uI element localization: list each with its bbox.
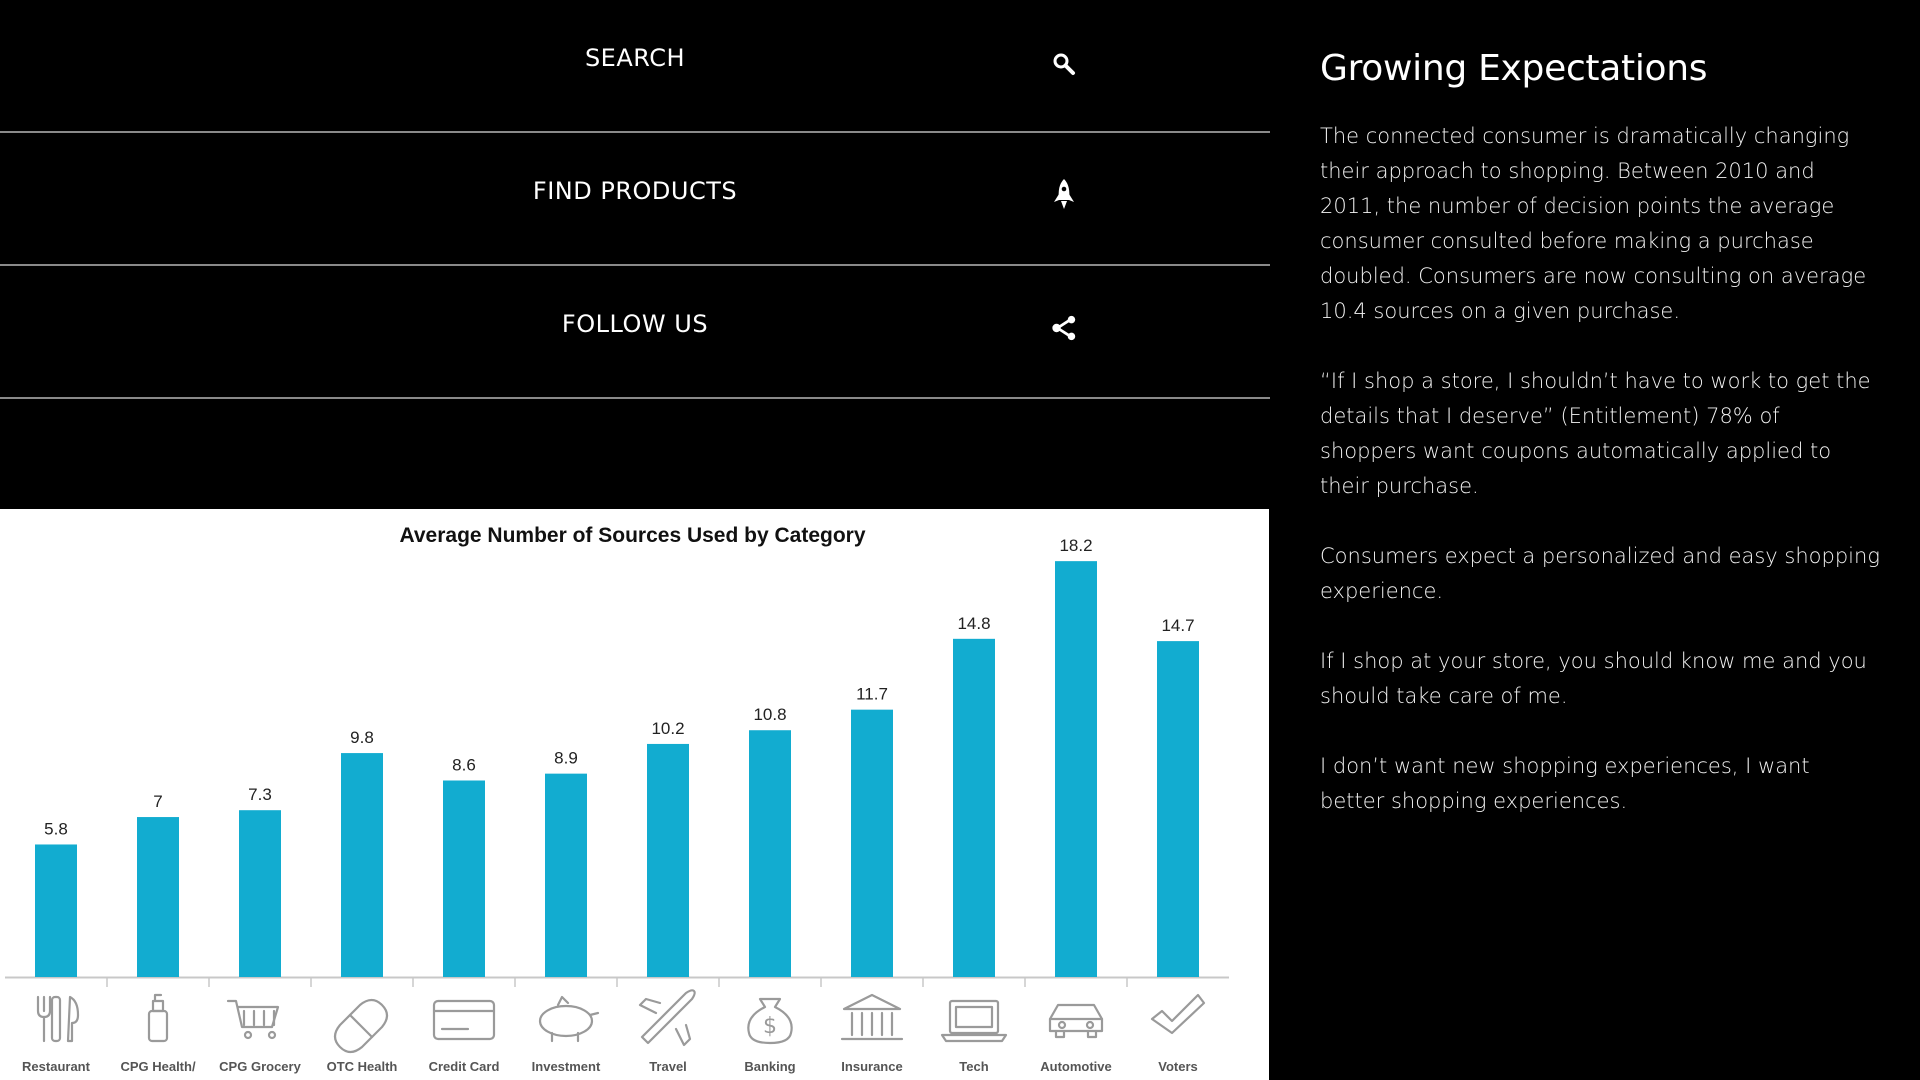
chart-category-label: Insurance: [841, 1059, 902, 1074]
chart-category-label: CPG Health/: [120, 1059, 196, 1074]
chart-bar: [953, 638, 995, 977]
chart-category-label: Tech: [959, 1059, 988, 1074]
chart-bar: [239, 810, 281, 977]
car-icon: [1048, 1003, 1104, 1039]
airplane-icon: [638, 989, 696, 1047]
article-paragraph-5: I don’t want new shopping experiences, I…: [1320, 754, 1810, 813]
checkmark-icon: [1150, 993, 1206, 1035]
fork-knife-icon: [36, 995, 80, 1043]
chart-value-label: 7: [153, 792, 162, 811]
pill-icon: [333, 998, 389, 1054]
nav-search-item[interactable]: SEARCH: [0, 0, 1270, 133]
chart-bar: [35, 844, 77, 977]
chart-value-label: 8.6: [452, 755, 476, 774]
article-paragraph-4: If I shop at your store, you should know…: [1320, 649, 1867, 708]
chart-value-label: 14.8: [957, 614, 990, 633]
share-icon: [1050, 312, 1078, 344]
chart-category-label: Credit Card: [429, 1059, 500, 1074]
chart-value-label: 8.9: [554, 749, 578, 768]
chart-value-label: 5.8: [44, 819, 68, 838]
credit-card-icon: [432, 999, 496, 1041]
article-paragraph-1: The connected consumer is dramatically c…: [1320, 124, 1867, 323]
chart-category-label: Travel: [649, 1059, 687, 1074]
nav-follow-us-item[interactable]: FOLLOW US: [0, 266, 1270, 399]
chart-bar: [1055, 561, 1097, 977]
chart-title: Average Number of Sources Used by Catego…: [399, 524, 865, 547]
chart-value-label: 10.8: [753, 705, 786, 724]
article-title: Growing Expectations: [1320, 48, 1708, 89]
chart-category-label: Beauty: [136, 1077, 180, 1080]
chart-bar: [851, 709, 893, 977]
left-panel: SEARCH FIND PRODUCTS FOLLOW US: [0, 0, 1270, 1080]
article-paragraph-2: “If I shop a store, I shouldn’t have to …: [1320, 369, 1871, 498]
nav-find-products-item[interactable]: FIND PRODUCTS: [0, 133, 1270, 266]
svg-text:$: $: [763, 1014, 777, 1039]
bar-chart-panel: Average Number of Sources Used by Catego…: [0, 509, 1269, 1080]
rocket-icon: [1050, 179, 1078, 211]
laptop-icon: [940, 999, 1008, 1043]
chart-value-label: 18.2: [1059, 536, 1092, 555]
chart-category-label: Restaurant: [22, 1059, 91, 1074]
chart-category-label: CPG Grocery: [219, 1059, 301, 1074]
chart-bar: [341, 753, 383, 977]
chart-value-label: 7.3: [248, 785, 272, 804]
money-bag-icon: $: [747, 997, 793, 1045]
nav-follow-us-label: FOLLOW US: [561, 310, 709, 338]
chart-bar: [647, 743, 689, 977]
chart-bar: [545, 773, 587, 977]
chart-category-label: Voters: [1158, 1059, 1198, 1074]
shopping-cart-icon: [226, 999, 280, 1040]
chart-bar: [443, 780, 485, 977]
chart-bar: [1157, 641, 1199, 977]
nav-search-label: SEARCH: [584, 44, 686, 72]
chart-value-label: 14.7: [1161, 616, 1194, 635]
chart-value-label: 9.8: [350, 728, 374, 747]
nav-find-products-label: FIND PRODUCTS: [532, 177, 738, 205]
chart-category-label: Automotive: [1040, 1059, 1112, 1074]
article-paragraph-3: Consumers expect a personalized and easy…: [1320, 544, 1880, 603]
search-icon: [1050, 48, 1078, 80]
chart-bar: [137, 817, 179, 977]
chart-value-label: 11.7: [856, 685, 888, 704]
chart-category-label: Investment: [532, 1059, 601, 1074]
chart-bar: [749, 730, 791, 977]
bar-chart: Average Number of Sources Used by Catego…: [5, 524, 1229, 1080]
chart-category-label: Banking: [744, 1059, 795, 1074]
bank-building-icon: [840, 993, 904, 1041]
chart-value-label: 10.2: [651, 719, 684, 738]
piggy-bank-icon: [538, 995, 600, 1043]
chart-category-label: OTC Health: [327, 1059, 398, 1074]
lotion-bottle-icon: [147, 993, 169, 1043]
